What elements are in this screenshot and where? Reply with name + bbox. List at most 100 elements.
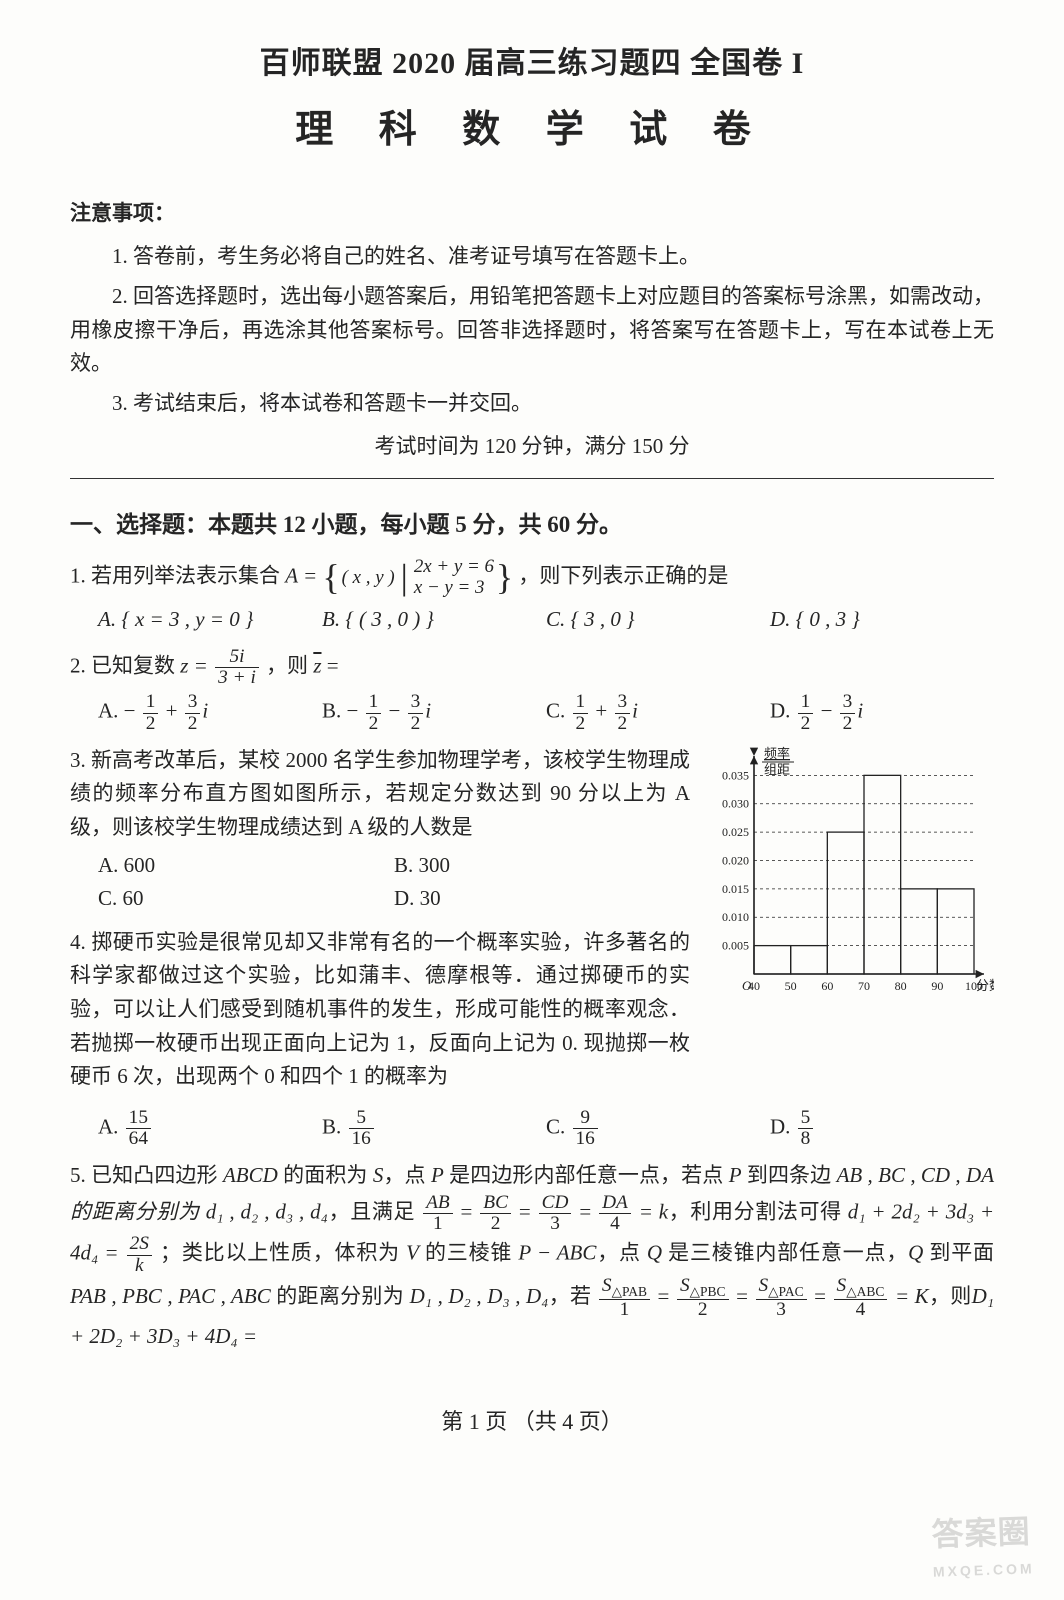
q5-rAB: AB <box>423 1193 453 1214</box>
svg-text:0.015: 0.015 <box>722 882 749 896</box>
q1-options: A. { x = 3 , y = 0 } B. { ( 3 , 0 ) } C.… <box>70 603 994 637</box>
q5-triPAC: △PAC <box>768 1284 803 1299</box>
svg-text:频率: 频率 <box>764 746 790 761</box>
q5-j: 的三棱锥 <box>419 1241 518 1265</box>
notice-item-3: 3. 考试结束后，将本试卷和答题卡一并交回。 <box>70 387 994 421</box>
q2-frac-den: 3 + i <box>215 668 259 688</box>
q3-opt-c: C. 60 <box>98 882 394 916</box>
q2-frac: 5i 3 + i <box>215 647 259 689</box>
q4b-d: 16 <box>349 1129 374 1149</box>
svg-text:组距: 组距 <box>764 762 790 777</box>
q4a-n: 15 <box>126 1108 151 1129</box>
question-1: 1. 若用列举法表示集合 A = { ( x , y ) | 2x + y = … <box>70 556 994 637</box>
exam-page: 百师联盟 2020 届高三练习题四 全国卷 I 理 科 数 学 试 卷 注意事项… <box>0 0 1064 1600</box>
svg-text:0.025: 0.025 <box>722 825 749 839</box>
svg-text:0.035: 0.035 <box>722 768 749 782</box>
q1-eq2: x − y = 3 <box>414 577 494 599</box>
notice-header: 注意事项： <box>70 197 994 231</box>
q2-stem-c: = <box>327 653 339 677</box>
q4c-d: 16 <box>573 1129 598 1149</box>
q1-stem-a: 1. 若用列举法表示集合 <box>70 563 285 587</box>
main-title: 百师联盟 2020 届高三练习题四 全国卷 I <box>70 40 994 88</box>
q4d-d: 8 <box>798 1129 814 1149</box>
q2-opt-c: C. 12 + 32i <box>546 692 770 734</box>
q4a-pre: A. <box>98 1114 124 1138</box>
q3-stem: 3. 新高考改革后，某校 2000 名学生参加物理学考，该校学生物理成绩的频率分… <box>70 748 690 839</box>
q5-p: ，则 <box>929 1284 972 1308</box>
q5-rDA: DA <box>599 1193 631 1214</box>
q2a-pre: A. − <box>98 699 141 723</box>
q5-b: 的面积为 <box>278 1163 373 1187</box>
svg-text:90: 90 <box>931 979 943 993</box>
q1-A-eq: A = <box>285 563 317 587</box>
q5-dsum2: 4d₄ = <box>70 1241 125 1265</box>
q5-Dlist: D₁ , D₂ , D₃ , D₄ <box>410 1284 549 1308</box>
q4-opt-c: C. 916 <box>546 1108 770 1150</box>
q2d-i: i <box>857 699 863 723</box>
section-1-header: 一、选择题：本题共 12 小题，每小题 5 分，共 60 分。 <box>70 507 994 544</box>
q4d-pre: D. <box>770 1114 796 1138</box>
question-5: 5. 已知凸四边形 ABCD 的面积为 S，点 P 是四边形内部任意一点，若点 … <box>70 1159 994 1354</box>
q5-d: 是四边形内部任意一点，若点 <box>444 1163 729 1187</box>
q2c-d2: 2 <box>615 714 631 734</box>
q2-opt-a: A. − 12 + 32i <box>98 692 322 734</box>
svg-text:0.030: 0.030 <box>722 797 749 811</box>
q4-opt-b: B. 516 <box>322 1108 546 1150</box>
q3-opt-b: B. 300 <box>394 849 690 883</box>
q5-Q: Q <box>647 1241 662 1265</box>
q4a-d: 64 <box>126 1129 151 1149</box>
watermark-big: 答案圈 <box>931 1514 1031 1553</box>
notice-item-1: 1. 答卷前，考生务必将自己的姓名、准考证号填写在答题卡上。 <box>70 240 994 274</box>
q5-o: ，若 <box>548 1284 596 1308</box>
q5-P2: P <box>729 1163 742 1187</box>
q2b-i: i <box>425 699 431 723</box>
question-4: 4. 掷硬币实验是很常见却又非常有名的一个概率实验，许多著名的科学家都做过这个实… <box>70 926 690 1094</box>
q5-r2: 2 <box>480 1214 511 1234</box>
question-3: 3. 新高考改革后，某校 2000 名学生参加物理学考，该校学生物理成绩的频率分… <box>70 744 690 916</box>
q2d-n1: 1 <box>798 692 814 713</box>
q4-opt-d: D. 58 <box>770 1108 994 1150</box>
q2c-d1: 2 <box>573 714 589 734</box>
q2-frac-num: 5i <box>215 647 259 668</box>
q5-eqk: = k <box>639 1200 668 1224</box>
q2a-d2: 2 <box>185 714 201 734</box>
q5-faces: PAB , PBC , PAC , ABC <box>70 1284 271 1308</box>
q2d-pre: D. <box>770 699 796 723</box>
q3-q4-block: 3. 新高考改革后，某校 2000 名学生参加物理学考，该校学生物理成绩的频率分… <box>70 744 994 1104</box>
q5-k: ，点 <box>596 1241 647 1265</box>
q5-triPAB: △PAB <box>612 1284 647 1299</box>
q2b-n2: 3 <box>408 692 424 713</box>
q5-V: V <box>406 1241 419 1265</box>
watermark: 答案圈 MXQE.COM <box>931 1507 1035 1584</box>
q5-rCD: CD <box>539 1193 572 1214</box>
q4-opt-a: A. 1564 <box>98 1108 322 1150</box>
q5-abcd: ABCD <box>223 1163 278 1187</box>
q3-opt-d: D. 30 <box>394 882 690 916</box>
q5-c: ，点 <box>383 1163 431 1187</box>
q5-sides: AB , BC , CD , <box>837 1163 961 1187</box>
q5-m: 到平面 <box>923 1241 994 1265</box>
q2b-d1: 2 <box>366 714 382 734</box>
svg-text:70: 70 <box>858 979 870 993</box>
q5-P: P <box>431 1163 444 1187</box>
svg-text:50: 50 <box>785 979 797 993</box>
q5-e: 到四条边 <box>742 1163 837 1187</box>
notice-item-2: 2. 回答选择题时，选出每小题答案后，用铅笔把答题卡上对应题目的答案标号涂黑，如… <box>70 280 994 381</box>
q2a-n2: 3 <box>185 692 201 713</box>
q4-stem: 4. 掷硬币实验是很常见却又非常有名的一个概率实验，许多著名的科学家都做过这个实… <box>70 930 690 1088</box>
q5-PABC: P − ABC <box>518 1241 596 1265</box>
q5-S: S <box>373 1163 384 1187</box>
q2a-d1: 2 <box>143 714 159 734</box>
q5-triABC: △ABC <box>846 1284 884 1299</box>
q3-q4-text: 3. 新高考改革后，某校 2000 名学生参加物理学考，该校学生物理成绩的频率分… <box>70 744 690 1104</box>
q3-opt-a: A. 600 <box>98 849 394 883</box>
page-footer: 第 1 页 （共 4 页） <box>70 1404 994 1439</box>
exam-time: 考试时间为 120 分钟，满分 150 分 <box>70 430 994 464</box>
q1-eq1: 2x + y = 6 <box>414 556 494 578</box>
q5-SPAC: S <box>759 1275 769 1296</box>
q5-SABC: S <box>837 1275 847 1296</box>
sub-title: 理 科 数 学 试 卷 <box>70 100 994 161</box>
q2-stem-a: 2. 已知复数 <box>70 653 180 677</box>
q2-stem-b: ，则 <box>266 653 313 677</box>
q5-r1: 1 <box>423 1214 453 1234</box>
